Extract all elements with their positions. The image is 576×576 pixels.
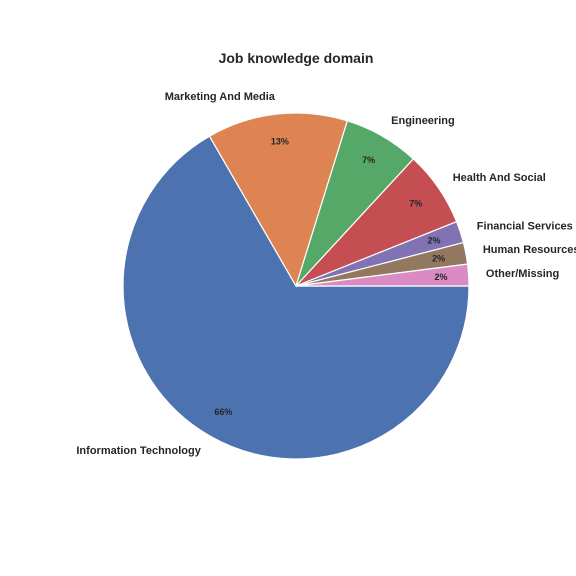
slice-label-other-missing: Other/Missing bbox=[486, 268, 559, 280]
slice-label-information-technology: Information Technology bbox=[76, 445, 201, 457]
pie-labels: Information Technology 66% Marketing And M… bbox=[76, 91, 576, 457]
pct-label-information-technology: 66% bbox=[214, 407, 232, 417]
slice-label-health-and-social: Health And Social bbox=[453, 172, 546, 184]
pie-slice-marketing-and-media bbox=[208, 112, 349, 288]
pct-label-human-resources: 2% bbox=[432, 253, 445, 263]
pct-label-engineering: 7% bbox=[362, 155, 375, 165]
chart-title: Job knowledge domain bbox=[219, 50, 374, 66]
pct-label-financial-services: 2% bbox=[428, 236, 441, 246]
pie-slice-other-missing bbox=[295, 263, 470, 287]
slice-label-marketing-and-media: Marketing And Media bbox=[165, 91, 276, 103]
pct-label-marketing-and-media: 13% bbox=[271, 137, 289, 147]
pie-slice-information-technology bbox=[122, 135, 470, 460]
pct-label-other-missing: 2% bbox=[435, 272, 448, 282]
slice-label-engineering: Engineering bbox=[391, 115, 455, 127]
pct-label-health-and-social: 7% bbox=[409, 199, 422, 209]
slice-label-financial-services: Financial Services bbox=[477, 221, 573, 233]
pie-slices bbox=[122, 112, 470, 460]
slice-label-human-resources: Human Resources bbox=[483, 244, 576, 256]
